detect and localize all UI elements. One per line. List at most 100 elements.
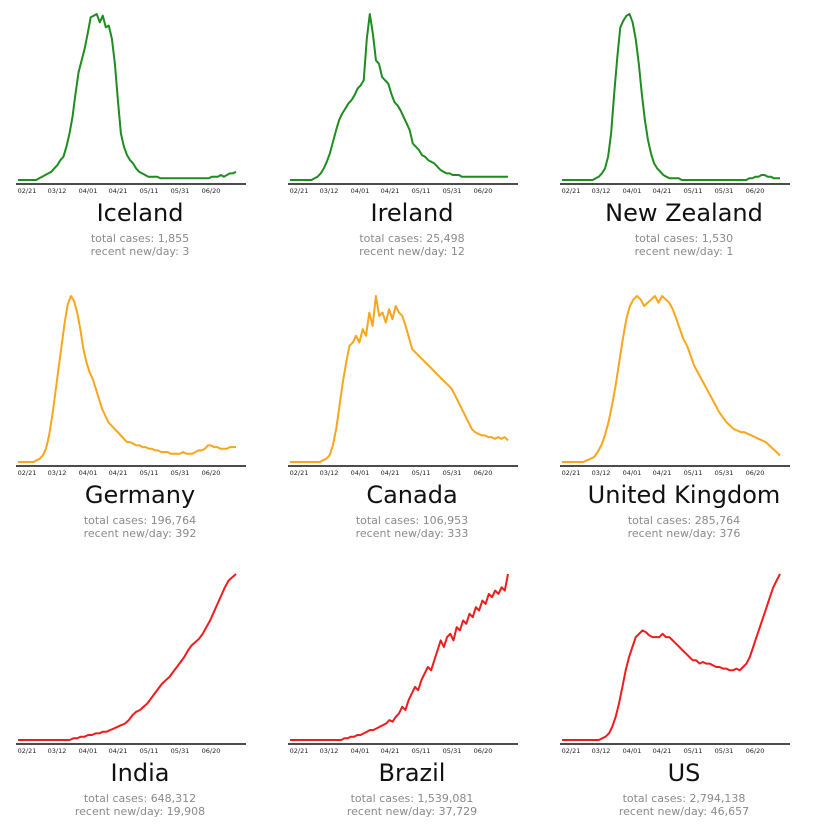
x-tick-label: 02/21 [562, 469, 581, 477]
recent-new-per-day: recent new/day: 376 [627, 527, 741, 540]
x-tick-label: 02/21 [290, 469, 309, 477]
total-cases: total cases: 285,764 [627, 514, 741, 527]
x-tick-label: 06/20 [474, 469, 493, 477]
x-tick-label: 05/31 [443, 469, 462, 477]
x-tick-label: 06/20 [746, 469, 765, 477]
x-tick-label: 02/21 [18, 187, 37, 195]
x-tick-label: 05/11 [684, 747, 703, 755]
x-tick-label: 05/31 [171, 469, 190, 477]
stats: total cases: 25,498 recent new/day: 12 [282, 232, 542, 258]
panel-us: 02/21 03/12 04/01 04/21 05/11 05/31 06/20 US t… [554, 568, 814, 833]
recent-new-per-day: recent new/day: 46,657 [618, 805, 750, 818]
chart-brazil: 02/21 03/12 04/01 04/21 05/11 05/31 06/20 [288, 573, 518, 755]
total-cases: total cases: 648,312 [83, 792, 197, 805]
x-tick-label: 02/21 [290, 747, 309, 755]
total-cases: total cases: 196,764 [83, 514, 197, 527]
series-line [562, 13, 780, 181]
x-tick-label: 05/11 [412, 747, 431, 755]
x-tick-label: 04/01 [351, 187, 370, 195]
stats: total cases: 1,539,081 recent new/day: 3… [282, 792, 542, 818]
x-tick-label: 03/12 [592, 187, 611, 195]
country-name: Ireland [370, 199, 454, 227]
x-tick-label: 02/21 [18, 747, 37, 755]
x-tick-label: 05/31 [171, 747, 190, 755]
x-tick-label: 02/21 [562, 747, 581, 755]
x-tick-label: 03/12 [320, 187, 339, 195]
x-tick-label: 06/20 [202, 747, 221, 755]
recent-new-per-day: recent new/day: 3 [90, 245, 190, 258]
country-name: US [667, 759, 701, 787]
x-tick-label: 04/21 [109, 469, 128, 477]
x-tick-label: 03/12 [48, 469, 67, 477]
x-tick-label: 05/11 [140, 187, 159, 195]
total-cases: total cases: 2,794,138 [622, 792, 746, 805]
total-cases: total cases: 1,539,081 [350, 792, 474, 805]
x-tick-label: 06/20 [474, 747, 493, 755]
x-tick-label: 03/12 [48, 187, 67, 195]
x-tick-label: 05/31 [443, 747, 462, 755]
recent-new-per-day: recent new/day: 12 [359, 245, 465, 258]
total-cases: total cases: 1,855 [90, 232, 190, 245]
x-tick-label: 06/20 [202, 469, 221, 477]
x-tick-label: 05/11 [684, 469, 703, 477]
chart-ireland: 02/21 03/12 04/01 04/21 05/11 05/31 06/20 [288, 13, 518, 195]
x-tick-label: 04/01 [623, 747, 642, 755]
stats: total cases: 196,764 recent new/day: 392 [10, 514, 270, 540]
series-line [562, 295, 781, 463]
x-tick-label: 04/01 [623, 469, 642, 477]
x-tick-label: 06/20 [746, 747, 765, 755]
x-tick-label: 02/21 [562, 187, 581, 195]
x-tick-label: 03/12 [320, 747, 339, 755]
stats: total cases: 106,953 recent new/day: 333 [282, 514, 542, 540]
recent-new-per-day: recent new/day: 392 [83, 527, 197, 540]
x-tick-label: 04/21 [109, 187, 128, 195]
x-tick-label: 04/21 [381, 469, 400, 477]
recent-new-per-day: recent new/day: 37,729 [346, 805, 478, 818]
x-tick-label: 04/21 [109, 747, 128, 755]
x-tick-label: 05/31 [715, 747, 734, 755]
panel-germany: 02/21 03/12 04/01 04/21 05/11 05/31 06/20 Germ… [10, 290, 270, 555]
x-tick-label: 04/01 [79, 187, 98, 195]
x-tick-label: 02/21 [18, 469, 37, 477]
x-tick-label: 04/01 [623, 187, 642, 195]
x-tick-label: 04/21 [381, 187, 400, 195]
chart-india: 02/21 03/12 04/01 04/21 05/11 05/31 06/20 [16, 573, 246, 755]
chart-iceland: 02/21 03/12 04/01 04/21 05/11 05/31 06/20 [16, 13, 246, 195]
chart-new-zealand: 02/21 03/12 04/01 04/21 05/11 05/31 06/20 [560, 13, 790, 195]
x-tick-label: 04/01 [351, 747, 370, 755]
chart-germany: 02/21 03/12 04/01 04/21 05/11 05/31 06/20 [16, 295, 246, 477]
recent-new-per-day: recent new/day: 333 [355, 527, 469, 540]
series-line [18, 573, 237, 741]
country-name: Iceland [96, 199, 184, 227]
panel-india: 02/21 03/12 04/01 04/21 05/11 05/31 06/20 Indi… [10, 568, 270, 833]
x-tick-label: 03/12 [48, 747, 67, 755]
country-name: United Kingdom [587, 481, 781, 509]
x-tick-label: 04/21 [381, 747, 400, 755]
x-tick-label: 05/11 [412, 187, 431, 195]
x-tick-label: 06/20 [746, 187, 765, 195]
stats: total cases: 648,312 recent new/day: 19,… [10, 792, 270, 818]
recent-new-per-day: recent new/day: 19,908 [74, 805, 206, 818]
stats: total cases: 1,530 recent new/day: 1 [554, 232, 814, 258]
series-line [290, 13, 508, 181]
x-tick-label: 04/01 [79, 747, 98, 755]
x-tick-label: 05/11 [684, 187, 703, 195]
panel-united-kingdom: 02/21 03/12 04/01 04/21 05/11 05/31 06/20 Unit… [554, 290, 814, 555]
country-name: New Zealand [605, 199, 763, 227]
x-tick-label: 05/31 [443, 187, 462, 195]
x-tick-label: 02/21 [290, 187, 309, 195]
country-name: Canada [366, 481, 458, 509]
series-line [290, 295, 509, 463]
x-tick-label: 04/01 [351, 469, 370, 477]
chart-us: 02/21 03/12 04/01 04/21 05/11 05/31 06/20 [560, 573, 790, 755]
total-cases: total cases: 106,953 [355, 514, 469, 527]
panel-ireland: 02/21 03/12 04/01 04/21 05/11 05/31 06/20 Irel… [282, 8, 542, 273]
series-line [290, 573, 509, 741]
recent-new-per-day: recent new/day: 1 [634, 245, 734, 258]
series-line [562, 573, 781, 741]
x-tick-label: 04/01 [79, 469, 98, 477]
x-tick-label: 05/31 [715, 469, 734, 477]
x-tick-label: 06/20 [474, 187, 493, 195]
x-tick-label: 05/31 [171, 187, 190, 195]
country-name: Brazil [378, 759, 446, 787]
